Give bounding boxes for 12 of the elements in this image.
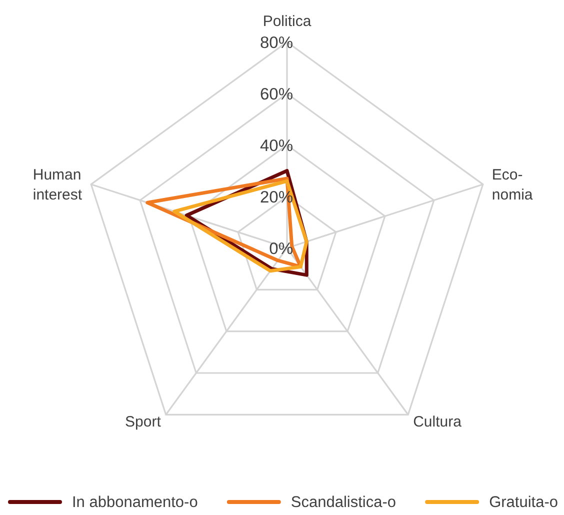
spoke-label: Cultura	[413, 414, 462, 431]
legend-label: In abbonamento-o	[72, 494, 198, 511]
spoke-label: Eco- nomia	[492, 166, 534, 204]
spoke-label: Politica	[262, 13, 312, 30]
y-tick-label: 80%	[260, 34, 294, 52]
y-tick-label: 40%	[260, 136, 294, 155]
legend-label: Gratuita-o	[489, 494, 558, 511]
spoke-label: Human interest	[32, 166, 83, 204]
y-tick-label: 0%	[269, 240, 294, 258]
spoke-label: Sport	[125, 414, 162, 431]
legend-label: Scandalistica-o	[290, 494, 396, 511]
y-tick-label: 60%	[260, 85, 294, 104]
